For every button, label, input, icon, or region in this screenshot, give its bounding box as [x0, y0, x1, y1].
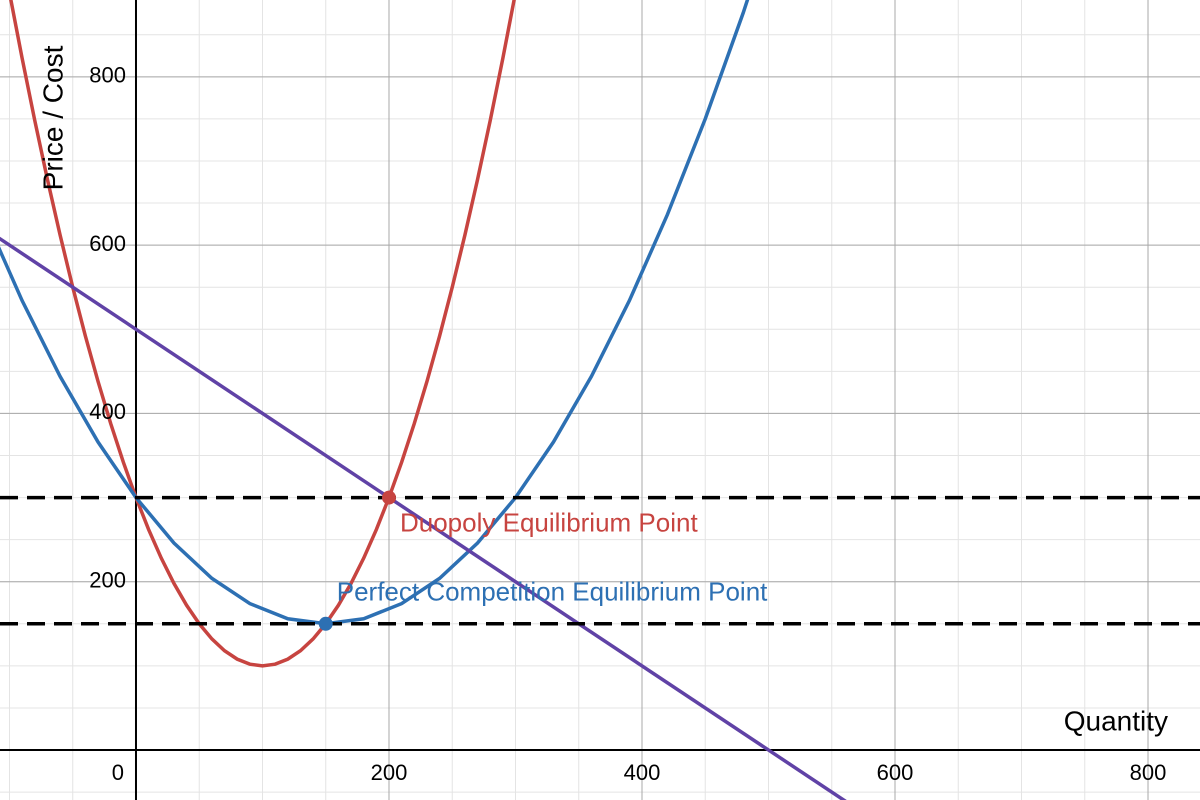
y-tick-label: 600 [89, 231, 126, 256]
curve [0, 0, 750, 626]
curve [0, 236, 847, 800]
curve [9, 0, 516, 668]
x-axis-label: Quantity [1064, 705, 1168, 736]
y-tick-label: 200 [89, 568, 126, 593]
x-tick-label: 400 [624, 760, 661, 785]
equilibrium-point [318, 616, 333, 631]
y-tick-label: 800 [89, 63, 126, 88]
x-tick-label: 600 [877, 760, 914, 785]
x-tick-label: 800 [1130, 760, 1167, 785]
equilibrium-point [381, 490, 396, 505]
x-tick-label: 200 [371, 760, 408, 785]
point-label: Duopoly Equilibrium Point [400, 507, 698, 537]
point-label: Perfect Competition Equilibrium Point [337, 577, 768, 607]
x-tick-label: 0 [112, 760, 124, 785]
y-tick-label: 400 [89, 399, 126, 424]
y-axis-label: Price / Cost [37, 45, 68, 190]
